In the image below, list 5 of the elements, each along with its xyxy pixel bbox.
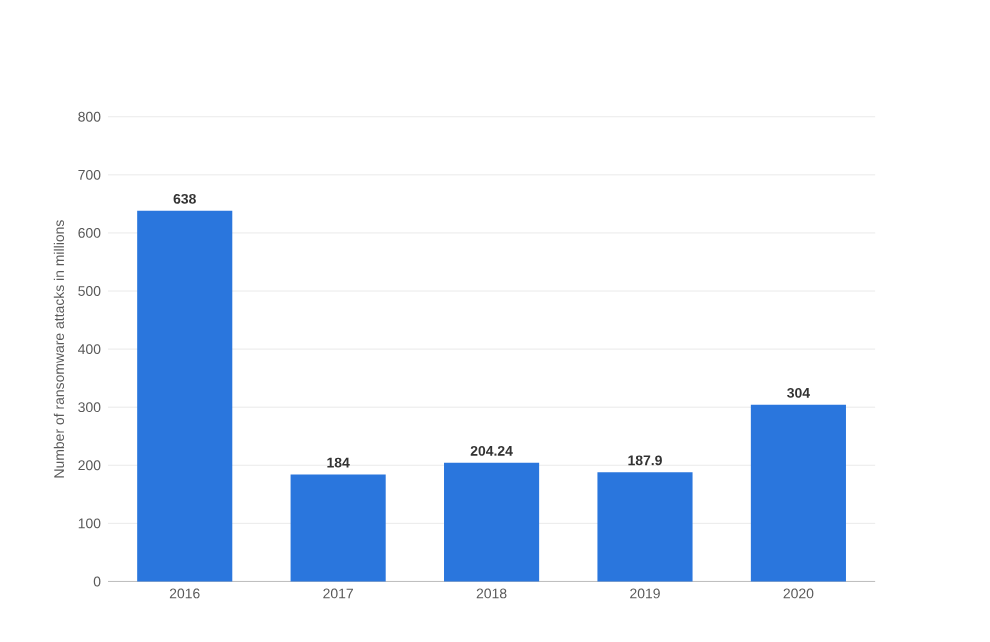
bar: [137, 210, 233, 582]
bar: [597, 472, 693, 582]
bar: [750, 404, 846, 582]
bar: [444, 462, 540, 582]
bar: [290, 474, 386, 582]
